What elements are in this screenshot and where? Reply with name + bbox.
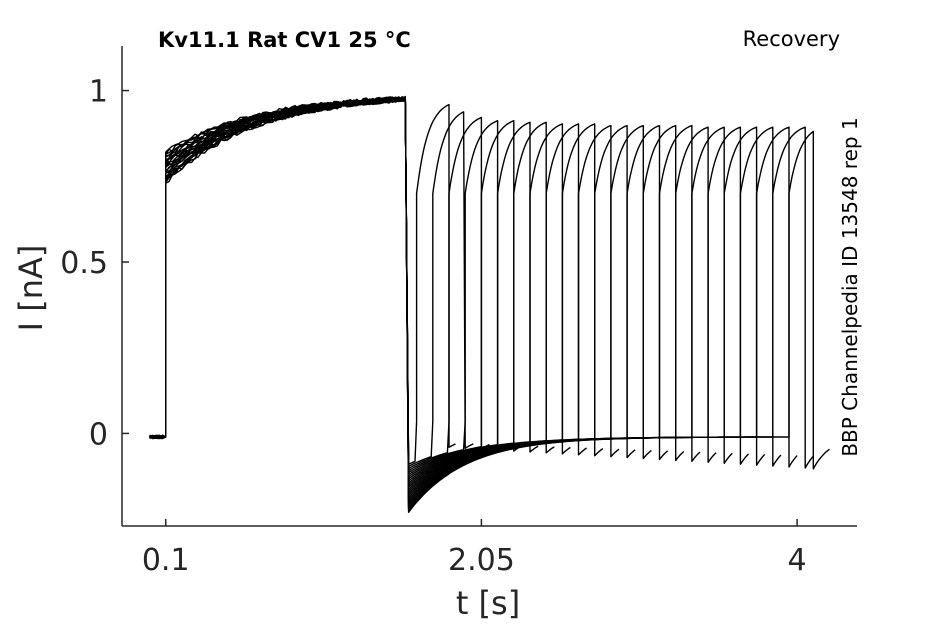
y-tick-label: 0.5 — [60, 246, 108, 281]
current-trace — [149, 96, 733, 501]
y-tick-label: 1 — [89, 75, 108, 110]
x-tick-label: 4 — [788, 543, 807, 578]
current-trace — [149, 97, 474, 468]
x-tick-label: 0.1 — [142, 543, 190, 578]
current-trace — [149, 97, 620, 486]
side-label: BBP Channelpedia ID 13548 rep 1 — [838, 117, 862, 456]
y-axis-label: I [nA] — [12, 245, 50, 332]
protocol-label: Recovery — [743, 27, 840, 51]
y-tick-label: 0 — [89, 417, 108, 452]
current-trace — [149, 98, 507, 472]
current-trace — [149, 98, 701, 497]
chart-title: Kv11.1 Rat CV1 25 °C — [158, 28, 411, 52]
current-trace — [149, 96, 604, 484]
trace-group — [149, 95, 830, 513]
current-trace — [149, 97, 523, 474]
y-tick-group: 00.51 — [60, 75, 129, 452]
current-trace — [149, 96, 652, 490]
current-trace — [149, 96, 830, 513]
current-trace — [149, 96, 766, 505]
x-tick-group: 0.1 2.05 4 — [142, 519, 807, 578]
x-tick-label: 2.05 — [448, 543, 515, 578]
current-trace — [149, 97, 571, 480]
current-trace — [149, 98, 539, 476]
x-axis-label: t [s] — [456, 584, 520, 622]
current-trace — [149, 97, 555, 478]
